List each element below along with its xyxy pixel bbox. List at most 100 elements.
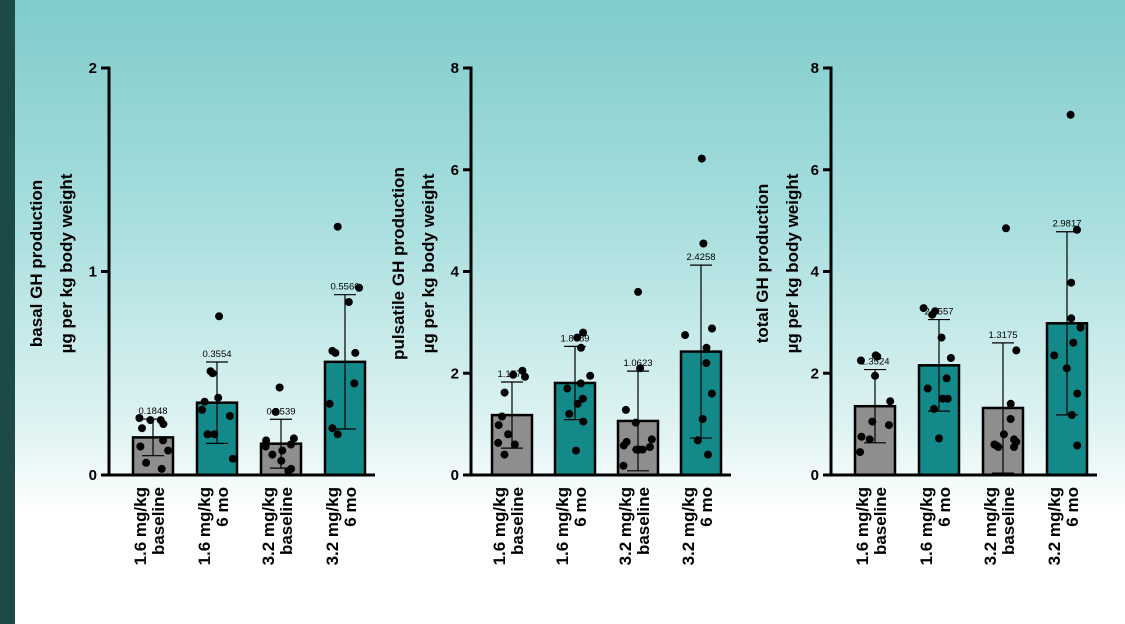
data-point [871, 371, 879, 380]
data-point [268, 450, 277, 459]
x-category-label: 3.2 mg/kg [1045, 487, 1064, 565]
data-point [157, 464, 166, 473]
bar-value-label: 2.9817 [1052, 219, 1081, 230]
x-category-label: 1.6 mg/kg [490, 487, 509, 565]
data-point [159, 436, 168, 445]
data-point [702, 343, 711, 352]
y-axis-title: µg per kg body weight [783, 173, 802, 353]
data-point [344, 298, 353, 306]
x-category-label: baseline [999, 487, 1018, 555]
data-point [284, 466, 293, 475]
y-axis-title: total GH production [753, 184, 772, 344]
data-point [200, 397, 209, 406]
bar-value-label: 1.0623 [623, 358, 652, 369]
data-point [328, 424, 337, 433]
data-point [286, 440, 295, 449]
y-tick-label: 4 [811, 264, 820, 281]
y-tick-label: 8 [451, 60, 459, 77]
data-point [500, 388, 509, 397]
data-point [579, 417, 588, 426]
data-point [704, 450, 712, 459]
data-point [579, 328, 588, 337]
x-category-label: 6 mo [571, 487, 590, 527]
data-point [214, 393, 223, 402]
data-point [1073, 441, 1082, 450]
data-point [928, 310, 937, 319]
data-point [619, 441, 628, 450]
data-point [159, 420, 168, 429]
data-point [868, 417, 877, 426]
y-tick-label: 6 [451, 162, 459, 179]
bar-value-label: 2.4258 [686, 252, 715, 263]
data-point [681, 331, 690, 340]
data-point [355, 283, 364, 292]
y-tick-label: 2 [451, 365, 459, 382]
data-point [350, 379, 359, 388]
y-tick-label: 0 [811, 467, 819, 484]
data-point [638, 445, 647, 454]
data-point [946, 354, 955, 362]
x-category-label: 1.6 mg/kg [131, 487, 150, 565]
bar-value-label: 1.3175 [988, 330, 1017, 341]
data-point [289, 434, 298, 443]
bar-value-label: 1.1776 [497, 369, 526, 380]
x-category-label: 3.2 mg/kg [616, 487, 635, 565]
data-point [275, 383, 284, 392]
y-tick-label: 1 [89, 264, 97, 281]
data-point [1073, 389, 1082, 398]
data-point [576, 379, 585, 388]
data-point [647, 435, 656, 444]
data-point [504, 430, 513, 439]
data-point [573, 333, 582, 342]
data-point [573, 399, 582, 408]
x-category-label: 6 mo [935, 487, 954, 527]
y-axis-title: pulsatile GH production [389, 167, 408, 360]
y-axis-title: basal GH production [27, 180, 46, 347]
y-axis-title: µg per kg body weight [419, 173, 438, 353]
data-point [509, 370, 518, 379]
x-category-label: 1.6 mg/kg [553, 487, 572, 565]
data-point [510, 440, 519, 449]
data-point [277, 456, 286, 465]
data-point [563, 384, 572, 393]
y-tick-label: 2 [811, 365, 819, 382]
data-point [135, 414, 144, 422]
data-point [586, 371, 595, 380]
data-point [1012, 346, 1021, 355]
y-tick-label: 0 [89, 467, 97, 484]
y-tick-label: 8 [811, 60, 819, 77]
data-point [1067, 411, 1076, 419]
chart-panel-3: 0 2 4 6 8 total GH production µg per kg body w… [753, 60, 1097, 565]
x-category-label: 6 mo [341, 487, 360, 527]
data-point [865, 435, 874, 444]
data-point [621, 405, 630, 414]
x-category-label: 6 mo [1063, 487, 1082, 527]
data-point [1010, 443, 1018, 451]
y-tick-label: 6 [811, 162, 819, 179]
data-point [930, 404, 938, 413]
x-category-label: baseline [634, 487, 653, 555]
bar-value-label: 0.5560 [330, 282, 359, 293]
x-category-label: baseline [508, 487, 527, 555]
data-point [856, 448, 865, 457]
data-point [923, 384, 932, 393]
data-point [210, 430, 219, 439]
data-point [577, 343, 585, 352]
bar-value-label: 1.3524 [860, 357, 889, 368]
data-point [1067, 278, 1076, 287]
data-point [261, 442, 270, 451]
data-point [578, 394, 587, 403]
data-point [634, 287, 643, 296]
data-point [1050, 351, 1059, 360]
left-accent-bar [0, 0, 15, 624]
data-point [164, 446, 173, 455]
bar-value-label: 1.8089 [560, 333, 589, 344]
data-point [494, 438, 503, 447]
bar-value-label: 0.1539 [266, 406, 295, 417]
data-point [1076, 323, 1085, 332]
data-point [325, 399, 334, 408]
data-point [935, 434, 943, 443]
x-category-label: 3.2 mg/kg [259, 487, 278, 565]
data-point [494, 421, 503, 430]
data-point [228, 454, 237, 463]
